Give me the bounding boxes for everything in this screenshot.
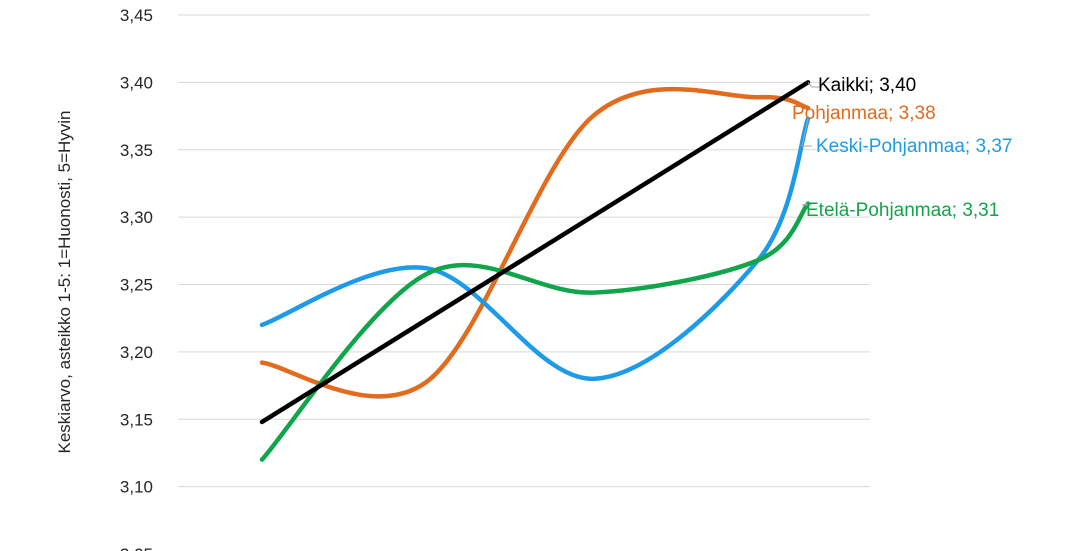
series-lines <box>259 80 811 462</box>
y-axis-tick-labels: 3,05 3,10 3,15 3,20 3,25 3,30 3,35 3,40 3,45 <box>120 6 153 551</box>
y-tick-label: 3,35 <box>120 141 153 160</box>
y-tick-label: 3,45 <box>120 6 153 25</box>
data-labels: Pohjanmaa; 3,38 Keski-Pohjanmaa; 3,37 Etel… <box>792 75 1012 221</box>
data-label-etelä-pohjanmaa: Etelä-Pohjanmaa; 3,31 <box>806 200 999 221</box>
y-tick-label: 3,20 <box>120 343 153 362</box>
leader-line <box>801 118 812 147</box>
y-axis-label: Keskiarvo, asteikko 1-5: 1=Huonosti, 5=H… <box>55 110 74 453</box>
data-label-keski-pohjanmaa: Keski-Pohjanmaa; 3,37 <box>816 136 1012 157</box>
leader-line <box>807 82 822 88</box>
y-tick-label: 3,10 <box>120 478 153 497</box>
series-line-etelä-pohjanmaa <box>259 201 811 462</box>
data-label-pohjanmaa: Pohjanmaa; 3,38 <box>792 103 936 124</box>
data-label-kaikki: Kaikki; 3,40 <box>818 75 916 96</box>
series-line-keski-pohjanmaa <box>259 116 811 382</box>
y-tick-label: 3,15 <box>120 410 153 429</box>
series-line-pohjanmaa <box>259 86 811 399</box>
y-tick-label: 3,30 <box>120 208 153 227</box>
leader-line <box>801 203 812 206</box>
y-tick-label: 3,40 <box>120 73 153 92</box>
y-tick-label: 3,05 <box>120 545 153 551</box>
y-tick-label: 3,25 <box>120 276 153 295</box>
series-line-kaikki <box>259 80 811 425</box>
